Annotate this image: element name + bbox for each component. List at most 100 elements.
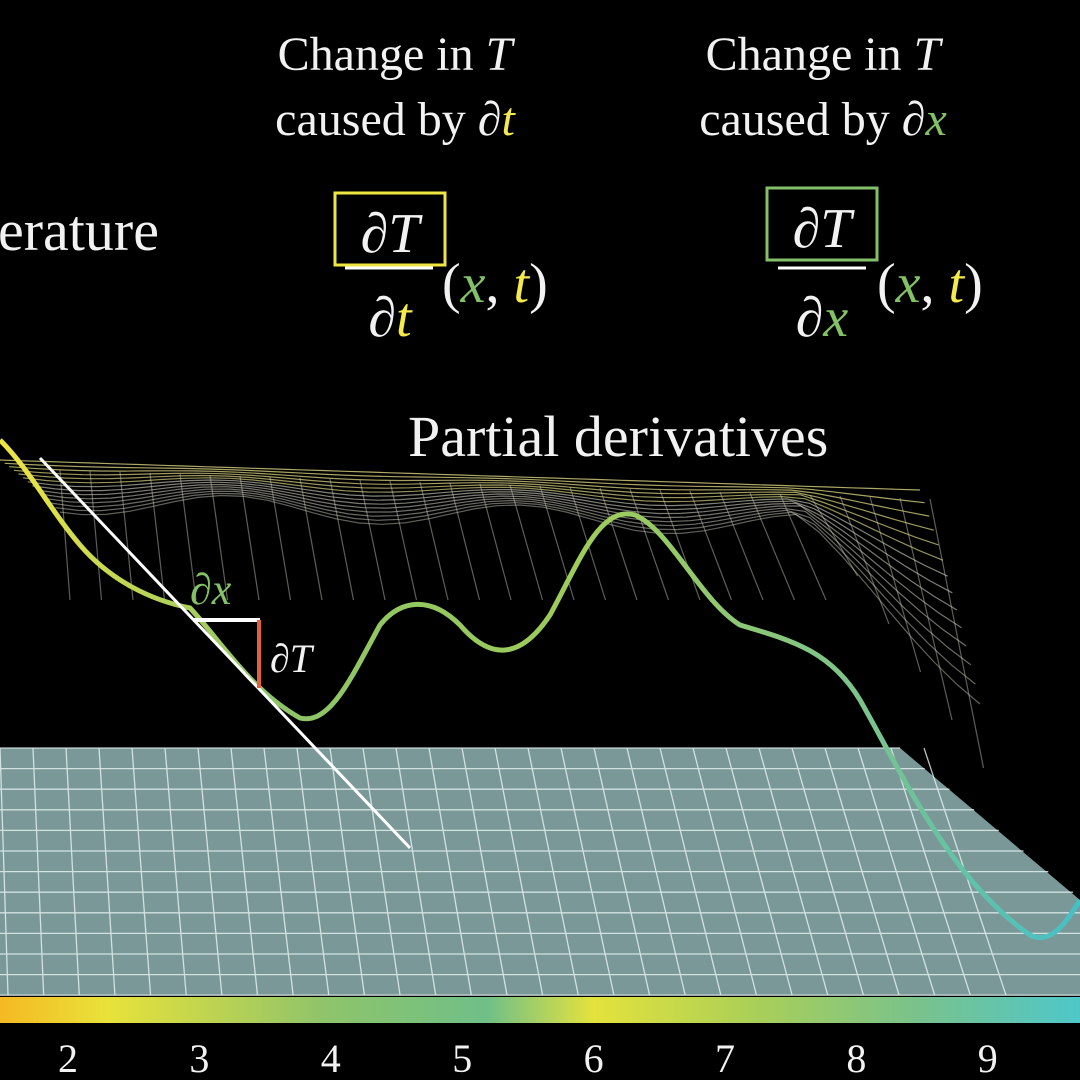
variable: T (914, 28, 944, 81)
grid-line (296, 747, 330, 996)
mesh-line (449, 482, 481, 601)
grid-line (428, 747, 472, 996)
text: Change in (278, 28, 474, 81)
side-label: erature (0, 198, 159, 263)
operator: ∂ (368, 287, 396, 349)
mesh-line (809, 494, 859, 577)
variable: x (895, 253, 921, 315)
mesh-line (269, 476, 292, 601)
variable: x (460, 253, 486, 315)
mesh-line (4, 462, 925, 504)
tick-label: 4 (321, 1036, 341, 1080)
mesh-line (0, 459, 921, 491)
surface-mesh (0, 459, 985, 769)
grid-line (692, 747, 758, 996)
mesh-line (329, 478, 355, 601)
grid-line (626, 747, 686, 996)
text: caused by (275, 93, 466, 146)
t-caption-line1: Change in T (278, 28, 516, 81)
mesh-line (869, 496, 922, 673)
mesh-line (50, 490, 972, 666)
mesh-line (209, 474, 229, 601)
variable: t (396, 287, 413, 349)
mesh-line (41, 486, 962, 629)
grid-line (824, 747, 900, 996)
variable: t (949, 253, 966, 315)
tick-label: 5 (452, 1036, 472, 1080)
mesh-line (719, 491, 764, 601)
mesh-line (599, 487, 638, 601)
mesh-line (46, 488, 967, 647)
grid-line (230, 747, 259, 996)
comma: , (921, 253, 935, 315)
mesh-line (419, 481, 449, 601)
grid-line (0, 747, 9, 996)
tick-label: 3 (189, 1036, 209, 1080)
mesh-line (389, 480, 418, 601)
grid-line (791, 747, 864, 996)
mesh-line (89, 470, 103, 601)
mesh-line (36, 483, 958, 611)
mesh-line (149, 472, 166, 601)
dx-label: ∂x (190, 565, 232, 614)
dT-label: ∂T (270, 636, 315, 681)
heading: Partial derivatives (408, 404, 828, 469)
mesh-line (239, 475, 260, 601)
grid-line (164, 747, 187, 996)
tangent-line (38, 456, 412, 850)
arguments: (x, t) (877, 253, 983, 315)
mesh-line (659, 489, 701, 601)
grid-line (131, 747, 152, 996)
tick-label: 8 (846, 1036, 866, 1080)
mesh-line (479, 483, 512, 601)
text: Change in (706, 28, 902, 81)
operator: ∂ (478, 93, 502, 146)
grid-line (32, 747, 45, 996)
operator: ∂ (902, 93, 926, 146)
mesh-line (929, 498, 985, 769)
x-caption-line1: Change in T (706, 28, 944, 81)
variable: x (822, 287, 848, 349)
comma: , (486, 253, 500, 315)
color-bar (0, 997, 1080, 1023)
numerator: ∂T (793, 198, 856, 260)
mesh-line (59, 469, 71, 601)
grid-line (593, 747, 651, 996)
text: caused by (699, 93, 890, 146)
axis-ticks: 2 3 4 5 6 7 8 9 (58, 1036, 998, 1080)
grid-line (197, 747, 223, 996)
x-caption-line2: caused by ∂x (699, 93, 947, 146)
mesh-line (179, 473, 197, 601)
grid-line (857, 747, 936, 996)
grid-line (890, 747, 971, 996)
mesh-line (27, 479, 948, 577)
mesh-line (18, 473, 939, 546)
highlight-box (765, 186, 879, 262)
mesh-line (9, 466, 930, 517)
mesh-line (59, 494, 981, 705)
variable: t (514, 253, 531, 315)
mesh-line (899, 497, 953, 721)
denominator: ∂t (368, 287, 413, 349)
grid-line (362, 747, 401, 996)
t-caption-line2: caused by ∂t (275, 93, 516, 146)
numerator: ∂T (361, 203, 424, 265)
grid-line (758, 747, 829, 996)
grid-line (65, 747, 80, 996)
grid-line (494, 747, 544, 996)
tick-label: 2 (58, 1036, 78, 1080)
mesh-line (299, 477, 323, 601)
mesh-line (749, 492, 796, 601)
paren: ) (964, 253, 983, 315)
grid-line (725, 747, 793, 996)
grid-line (98, 747, 116, 996)
mesh-line (689, 490, 733, 601)
variable: t (501, 93, 516, 146)
floor-grid (0, 747, 1080, 996)
mesh-line (13, 469, 934, 531)
tick-label: 9 (978, 1036, 998, 1080)
tick-label: 7 (715, 1036, 735, 1080)
variable: T (486, 28, 516, 81)
mesh-line (55, 492, 976, 685)
